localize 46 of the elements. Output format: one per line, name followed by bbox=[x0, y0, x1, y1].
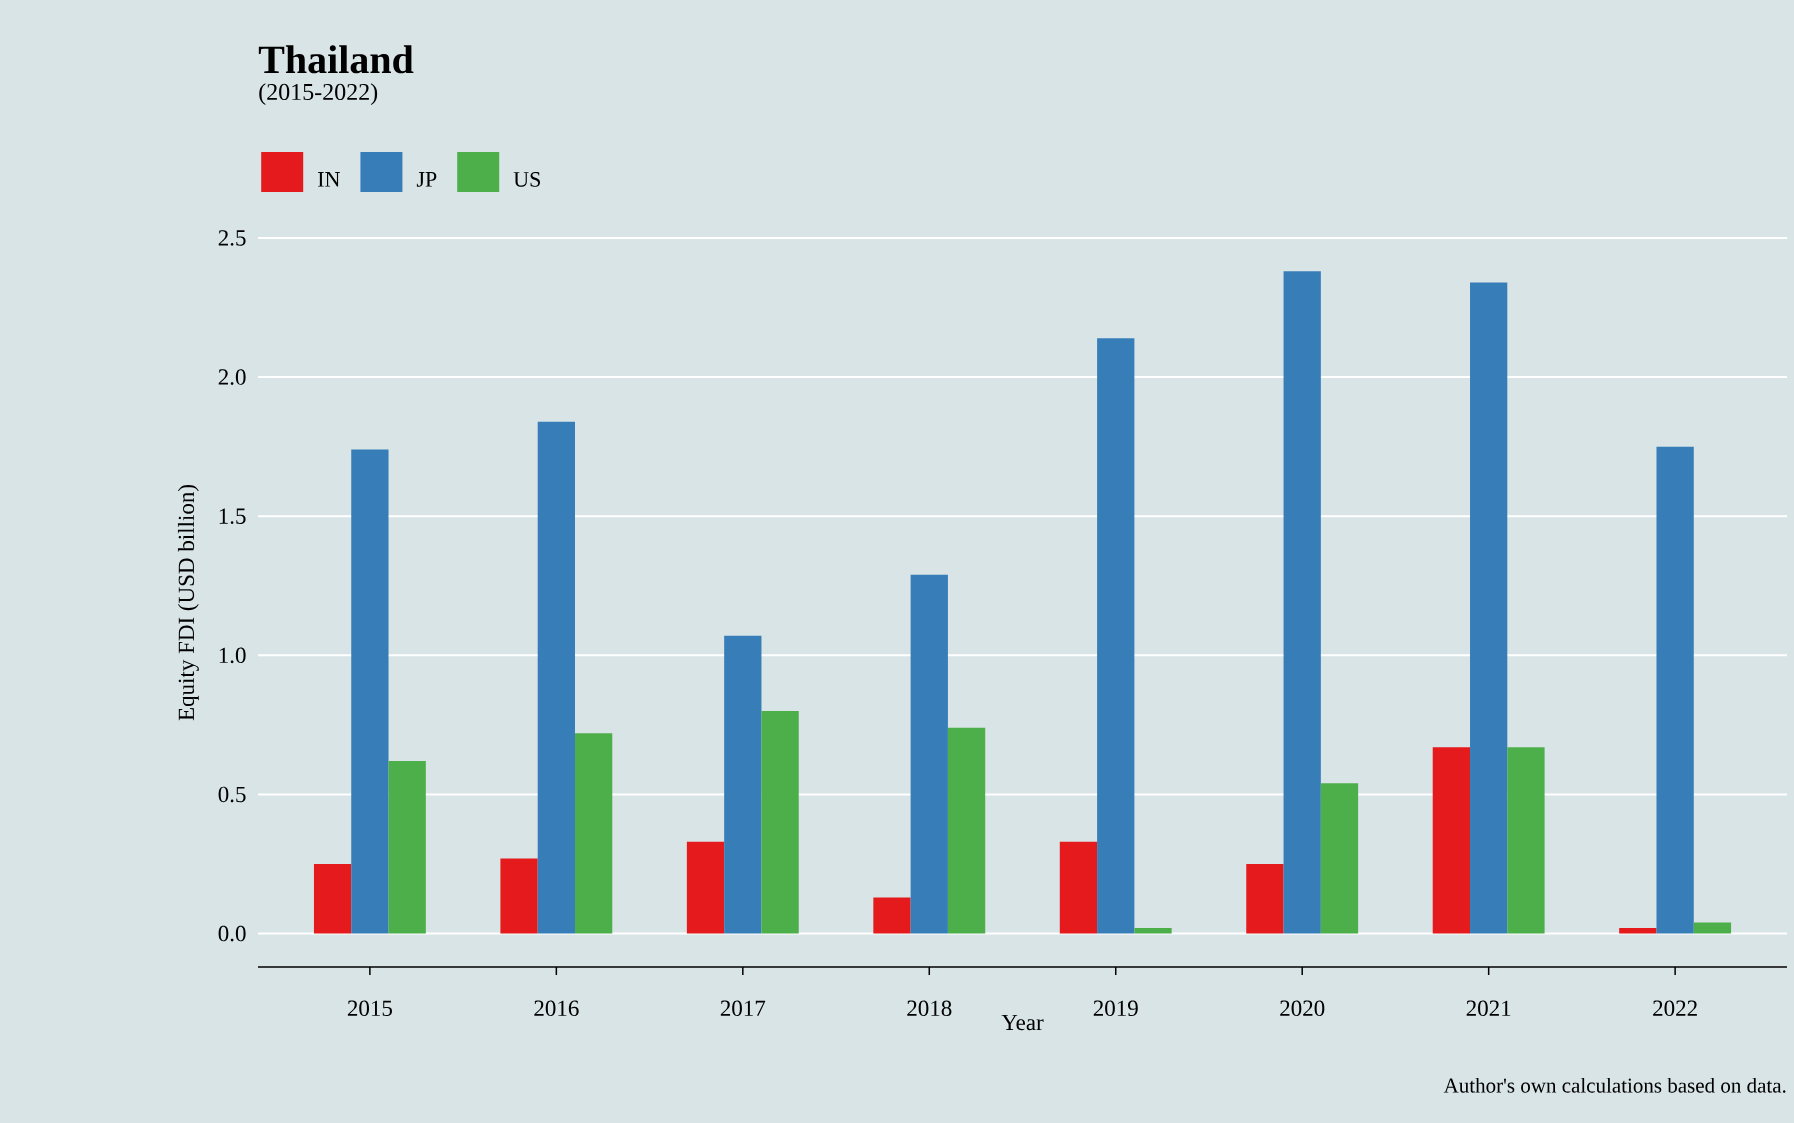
bar bbox=[1656, 446, 1694, 934]
x-tick-label: 2015 bbox=[347, 1000, 392, 1017]
x-tick-label: 2018 bbox=[907, 1000, 952, 1017]
x-tick-label: 2021 bbox=[1466, 1000, 1511, 1017]
y-tick-label: 1.0 bbox=[219, 647, 246, 664]
bar bbox=[388, 761, 426, 934]
x-tick-label: 2017 bbox=[720, 1000, 766, 1017]
bar bbox=[686, 841, 725, 934]
legend-label: US bbox=[513, 172, 540, 187]
bar bbox=[537, 421, 575, 934]
x-tick-label: 2019 bbox=[1093, 1000, 1138, 1017]
bar bbox=[761, 711, 799, 934]
bar bbox=[724, 635, 762, 934]
bar bbox=[1619, 928, 1657, 934]
x-axis-title: Year bbox=[1001, 1014, 1044, 1031]
bar bbox=[947, 727, 986, 934]
bar bbox=[574, 733, 613, 934]
bar bbox=[313, 864, 352, 934]
x-tick-label: 2020 bbox=[1280, 1000, 1325, 1017]
legend-label: IN bbox=[318, 172, 340, 187]
x-tick-label: 2016 bbox=[534, 1000, 579, 1017]
bar bbox=[1320, 783, 1359, 934]
bar bbox=[1097, 338, 1135, 934]
bar bbox=[1507, 747, 1545, 934]
bar bbox=[1283, 271, 1321, 934]
bar bbox=[351, 449, 389, 934]
y-tick-label: 0.0 bbox=[218, 925, 246, 942]
chart-title: Thailand bbox=[258, 45, 414, 74]
x-tick-label: 2022 bbox=[1653, 1000, 1697, 1017]
bar bbox=[1246, 864, 1284, 934]
y-tick-label: 2.5 bbox=[218, 230, 246, 246]
bar bbox=[1432, 747, 1471, 934]
y-tick-label: 0.5 bbox=[218, 786, 246, 803]
y-tick-label: 1.5 bbox=[219, 508, 246, 524]
legend-label: JP bbox=[416, 172, 437, 187]
bar bbox=[1693, 922, 1732, 934]
bar bbox=[873, 897, 911, 934]
chart-subtitle: (2015-2022) bbox=[259, 83, 378, 105]
text: Author's own calculations based on data. bbox=[1443, 1077, 1786, 1093]
bar bbox=[1059, 841, 1098, 934]
bar bbox=[1134, 928, 1172, 934]
y-axis-title: Equity FDI (USD billion) bbox=[177, 485, 199, 721]
bar bbox=[1470, 282, 1508, 934]
y-tick-label: 2.0 bbox=[218, 369, 246, 385]
bar bbox=[910, 574, 948, 934]
bar bbox=[500, 858, 538, 934]
